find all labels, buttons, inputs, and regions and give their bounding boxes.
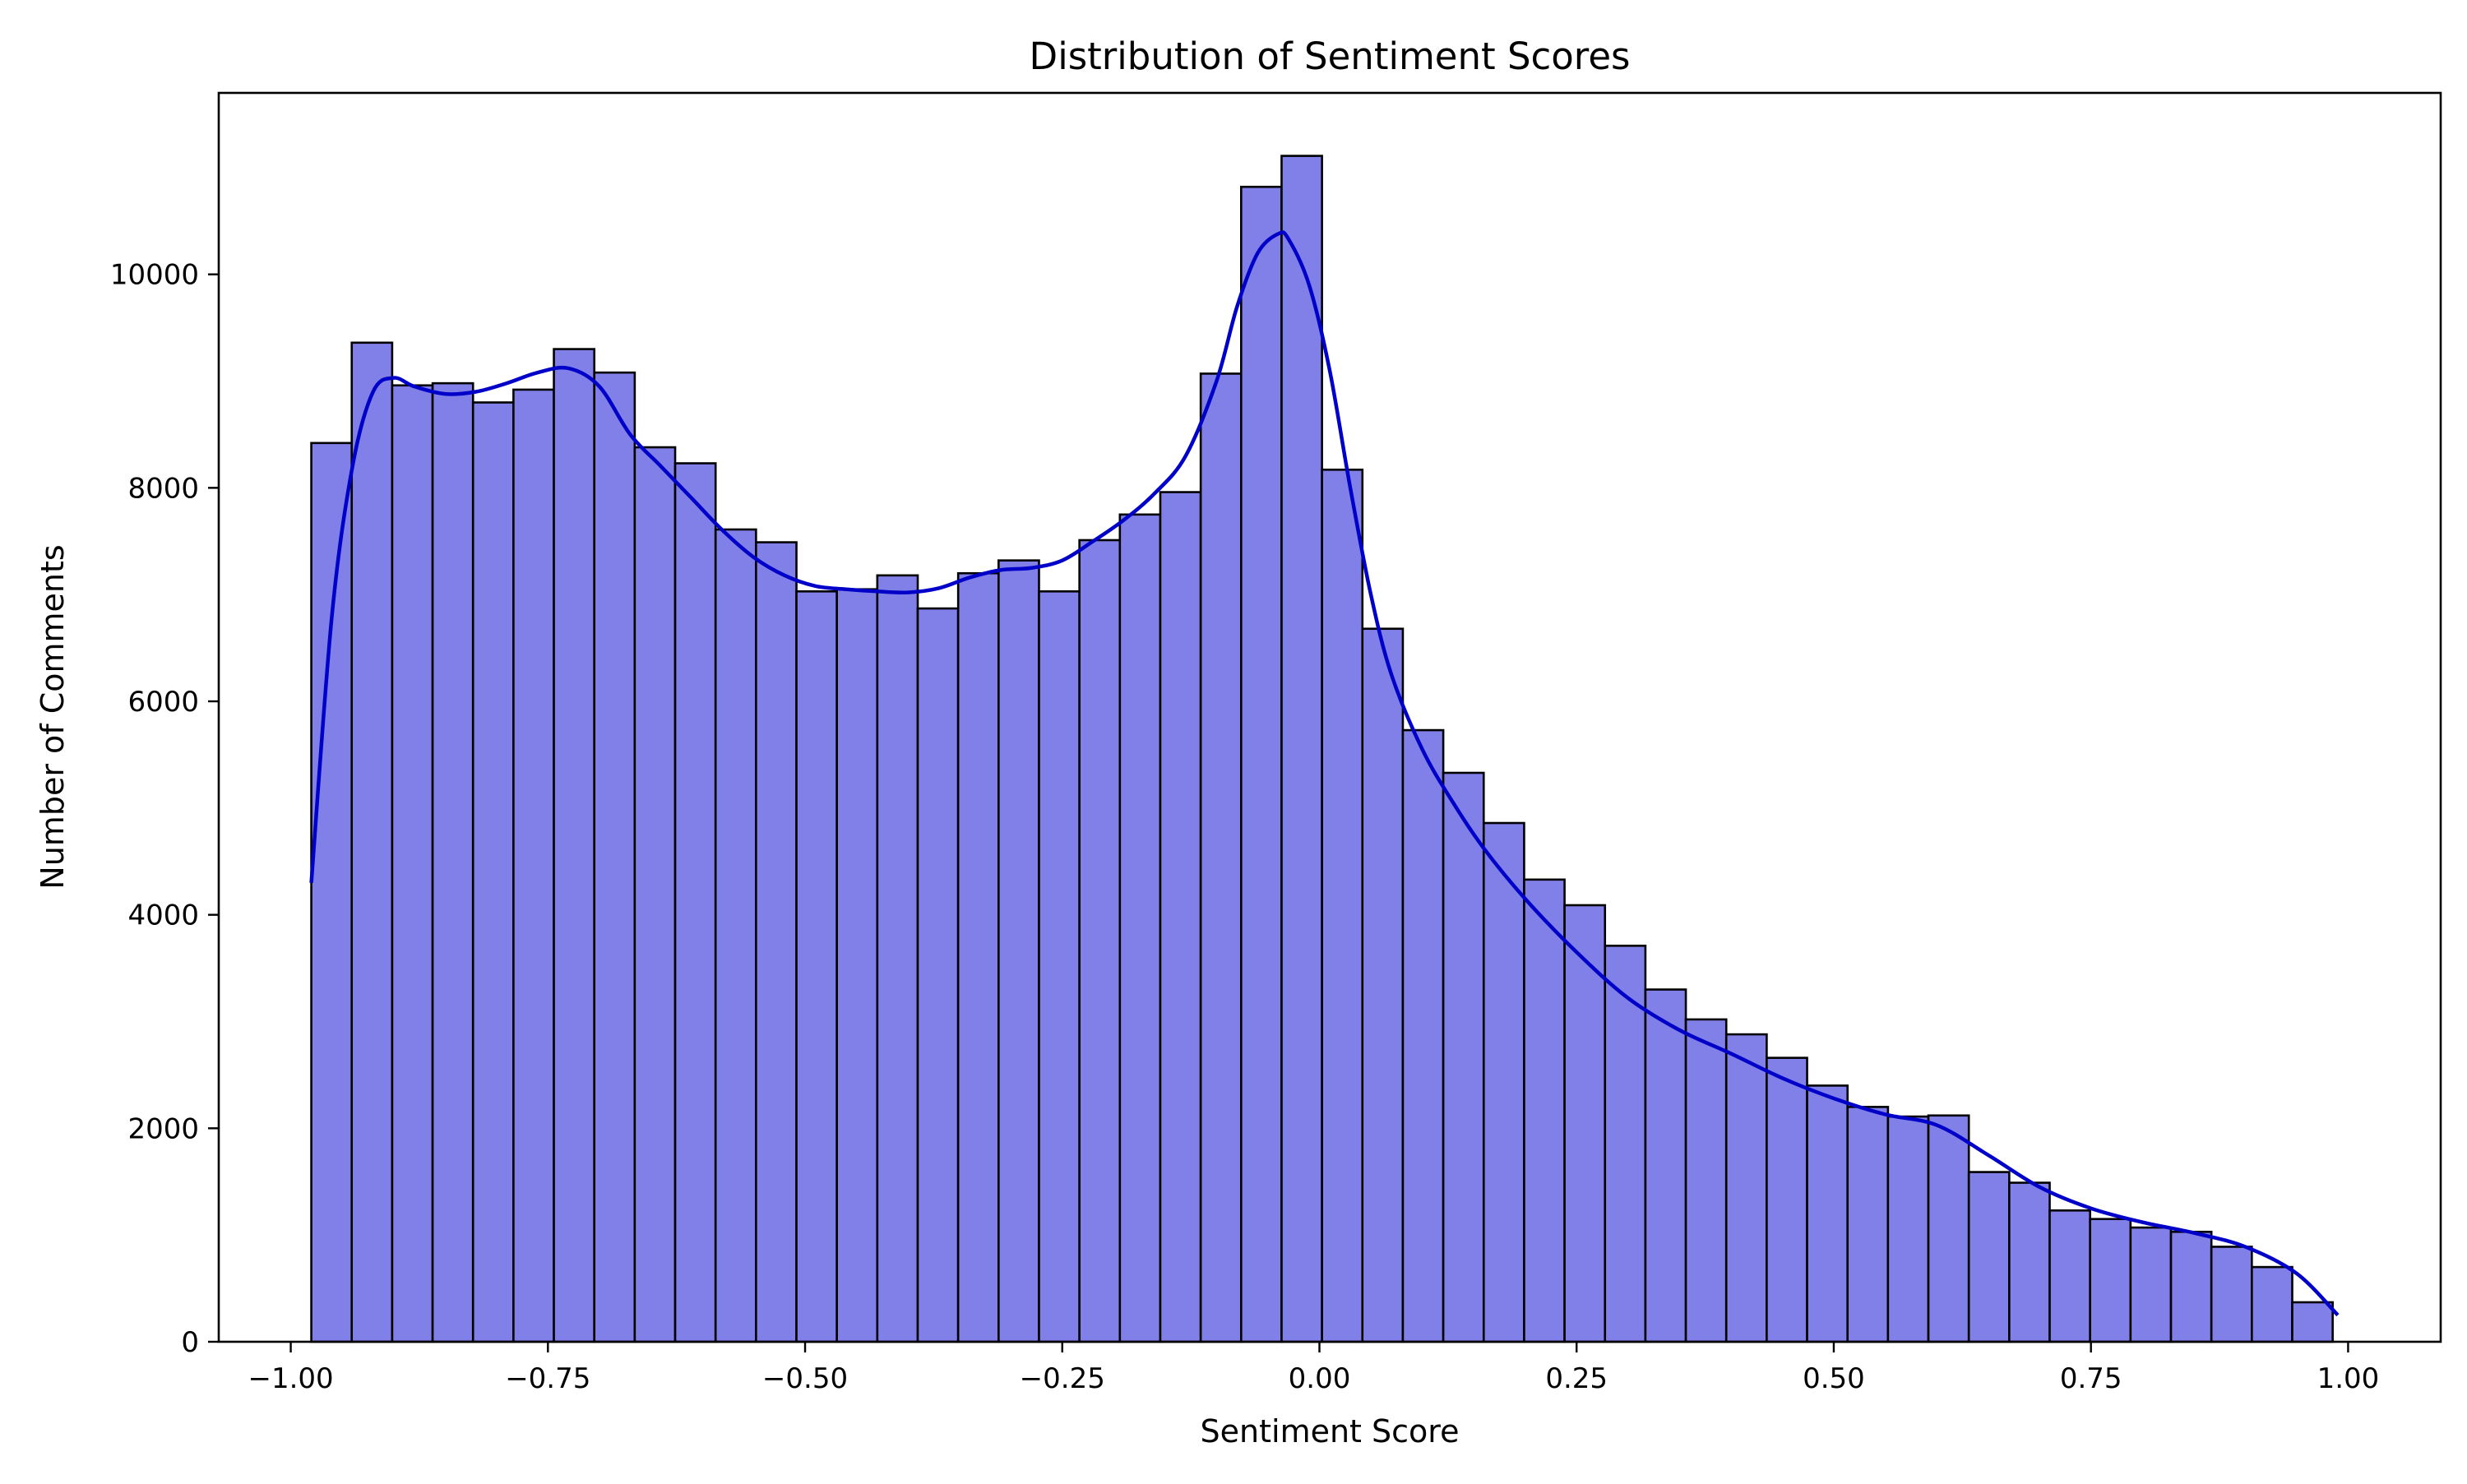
histogram-bar bbox=[633, 446, 677, 1343]
histogram-bar bbox=[1846, 1106, 1890, 1343]
histogram-bar bbox=[1684, 1018, 1728, 1343]
histogram-bar bbox=[997, 559, 1040, 1343]
x-tick-label: −1.00 bbox=[248, 1362, 333, 1395]
histogram-bar bbox=[876, 574, 919, 1343]
histogram-bar bbox=[350, 341, 394, 1343]
histogram-bar bbox=[2008, 1181, 2051, 1343]
x-axis: −1.00 −0.75 −0.50 −0.25 0.00 0.25 0.50 0.75 1.00 bbox=[248, 1342, 2379, 1395]
histogram-bar bbox=[2169, 1230, 2213, 1343]
histogram-bar bbox=[512, 388, 555, 1343]
x-tick-label: 0.75 bbox=[2060, 1362, 2122, 1395]
histogram-bar bbox=[1644, 988, 1687, 1343]
histogram-bar bbox=[2291, 1301, 2334, 1343]
y-axis-label: Number of Comments bbox=[35, 544, 71, 889]
histogram-bar bbox=[1038, 589, 1081, 1343]
x-tick-label: 0.00 bbox=[1289, 1362, 1351, 1395]
histogram-bar bbox=[673, 462, 717, 1343]
y-tick-label: 8000 bbox=[127, 472, 199, 505]
x-tick-label: 1.00 bbox=[2317, 1362, 2380, 1395]
x-axis-label: Sentiment Score bbox=[1201, 1413, 1460, 1449]
histogram-bar bbox=[1482, 821, 1525, 1343]
y-tick-label: 2000 bbox=[127, 1112, 199, 1145]
y-tick-label: 10000 bbox=[110, 259, 199, 292]
histogram-bar bbox=[2129, 1226, 2173, 1343]
histogram-bar bbox=[1927, 1114, 1970, 1343]
histogram-bar bbox=[755, 541, 798, 1343]
histogram-bar bbox=[2251, 1265, 2293, 1343]
histogram-bar bbox=[795, 589, 838, 1343]
x-tick-label: 0.50 bbox=[1803, 1362, 1865, 1395]
histogram-bar bbox=[593, 371, 636, 1343]
histogram-bar bbox=[1766, 1056, 1808, 1343]
histogram-bar bbox=[553, 348, 596, 1343]
y-axis: 0 2000 4000 6000 8000 10000 bbox=[110, 259, 219, 1359]
histogram-bar bbox=[1724, 1033, 1768, 1343]
chart-title: Distribution of Sentiment Scores bbox=[1030, 35, 1631, 78]
histogram-bar bbox=[1886, 1115, 1930, 1343]
histogram-bar bbox=[431, 381, 474, 1343]
histogram-bar bbox=[310, 442, 354, 1343]
x-tick-label: 0.25 bbox=[1545, 1362, 1608, 1395]
histogram-bar bbox=[471, 401, 515, 1343]
plot-frame bbox=[217, 91, 2442, 1343]
histogram-bar bbox=[835, 588, 879, 1343]
y-tick-label: 6000 bbox=[127, 686, 199, 719]
y-tick-label: 4000 bbox=[127, 899, 199, 932]
y-tick-label: 0 bbox=[181, 1326, 199, 1359]
x-tick-label: −0.50 bbox=[762, 1362, 848, 1395]
histogram-bar bbox=[1523, 878, 1566, 1343]
bars-layer bbox=[310, 155, 2334, 1343]
histogram-bar bbox=[1280, 155, 1323, 1343]
histogram-bar bbox=[1401, 728, 1445, 1343]
histogram-bar bbox=[1563, 904, 1607, 1343]
histogram-bar bbox=[1159, 491, 1202, 1343]
histogram-bar bbox=[2210, 1246, 2253, 1343]
histogram-bar bbox=[1321, 468, 1364, 1343]
histogram-bar bbox=[1240, 185, 1283, 1343]
histogram-bar bbox=[1442, 771, 1485, 1343]
histogram-bar bbox=[1806, 1084, 1849, 1343]
histogram-bar bbox=[1078, 539, 1122, 1343]
histogram-bar bbox=[391, 384, 434, 1343]
histogram-bar bbox=[714, 528, 757, 1343]
x-tick-label: −0.75 bbox=[505, 1362, 590, 1395]
histogram-bar bbox=[1118, 513, 1162, 1343]
histogram-bar bbox=[2048, 1209, 2091, 1343]
x-tick-label: −0.25 bbox=[1020, 1362, 1105, 1395]
histogram-bar bbox=[916, 607, 960, 1343]
histogram-bar bbox=[2089, 1218, 2132, 1343]
kde-curve bbox=[309, 230, 2340, 1317]
histogram-bar bbox=[956, 571, 1000, 1343]
histogram-bar bbox=[1967, 1171, 2011, 1343]
histogram-bar bbox=[1199, 372, 1243, 1343]
histogram-bar bbox=[1361, 627, 1405, 1343]
